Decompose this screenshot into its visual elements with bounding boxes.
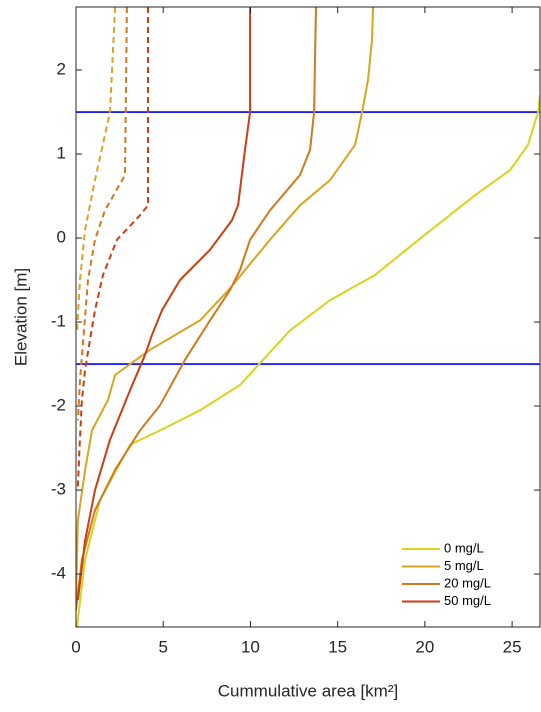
series-line [76, 7, 252, 601]
y-axis-label: Elevation [m] [11, 268, 30, 366]
y-tick-label: -4 [51, 564, 66, 583]
dashed-line [76, 7, 128, 421]
legend-label: 50 mg/L [444, 593, 491, 608]
axes-box [75, 6, 541, 628]
dashed-line [76, 7, 117, 331]
y-tick-label: 1 [57, 144, 66, 163]
legend: 0 mg/L 5 mg/L 20 mg/L 50 mg/L [402, 540, 491, 608]
x-tick-label: 0 [71, 637, 80, 656]
x-tick-label: 20 [415, 637, 434, 656]
y-tick-label: 2 [57, 59, 66, 78]
x-tick-label: 15 [328, 637, 347, 656]
y-tick-label: -2 [51, 396, 66, 415]
y-tick-label: -3 [51, 480, 66, 499]
x-axis-label: Cummulative area [km²] [218, 681, 398, 700]
y-tick-label: -1 [51, 312, 66, 331]
legend-label: 20 mg/L [444, 575, 491, 590]
y-tick-label: 0 [57, 228, 66, 247]
series-line [76, 7, 375, 601]
x-tick-label: 25 [503, 637, 522, 656]
legend-label: 0 mg/L [444, 540, 484, 555]
plot-area [76, 7, 540, 627]
series-line [76, 7, 317, 611]
x-tick-label: 5 [158, 637, 167, 656]
x-tick-label: 10 [241, 637, 260, 656]
series-line [76, 95, 540, 627]
dashed-line [76, 7, 149, 491]
legend-label: 5 mg/L [444, 558, 484, 573]
